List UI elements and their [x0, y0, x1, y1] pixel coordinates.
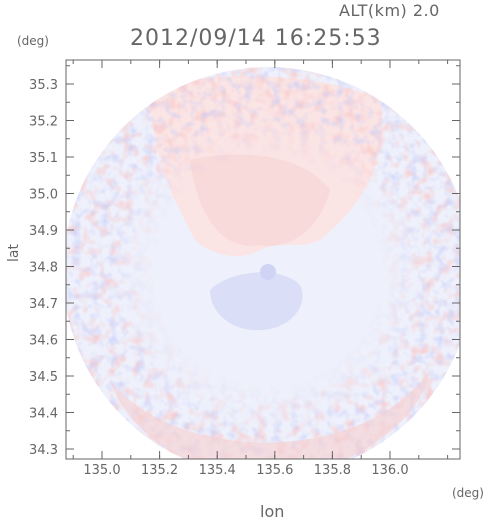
x-tick-label: 135.8: [314, 463, 351, 478]
y-tick-label: 35.3: [29, 78, 58, 93]
x-tick-label: 135.0: [83, 463, 120, 478]
x-tick-label: 135.4: [199, 463, 236, 478]
altitude-label: ALT(km) 2.0: [339, 1, 440, 20]
plot-frame: [65, 59, 461, 460]
y-tick-label: 34.8: [29, 261, 58, 276]
x-axis-title: lon: [260, 502, 285, 521]
y-tick-label: 35.0: [29, 188, 58, 203]
x-tick-label: 135.6: [256, 463, 293, 478]
y-tick-label: 34.9: [29, 224, 58, 239]
y-tick-label: 35.1: [29, 151, 58, 166]
y-tick-label: 34.4: [29, 407, 58, 422]
y-tick-label: 35.2: [29, 115, 58, 130]
radar-field: [66, 67, 460, 459]
y-axis-unit: (deg): [17, 34, 49, 48]
y-tick-label: 34.5: [29, 370, 58, 385]
x-axis-unit: (deg): [452, 486, 484, 500]
y-tick-label: 34.6: [29, 334, 58, 349]
y-tick-label: 34.3: [29, 443, 58, 458]
axis-ticks: 135.0 135.2 135.4 135.6 135.8 136.0 35.3 35.2 35…: [29, 60, 460, 478]
x-tick-label: 136.0: [371, 463, 408, 478]
y-tick-label: 34.7: [29, 297, 58, 312]
x-tick-label: 135.2: [141, 463, 178, 478]
observation-datetime: 2012/09/14 16:25:53: [130, 26, 382, 51]
